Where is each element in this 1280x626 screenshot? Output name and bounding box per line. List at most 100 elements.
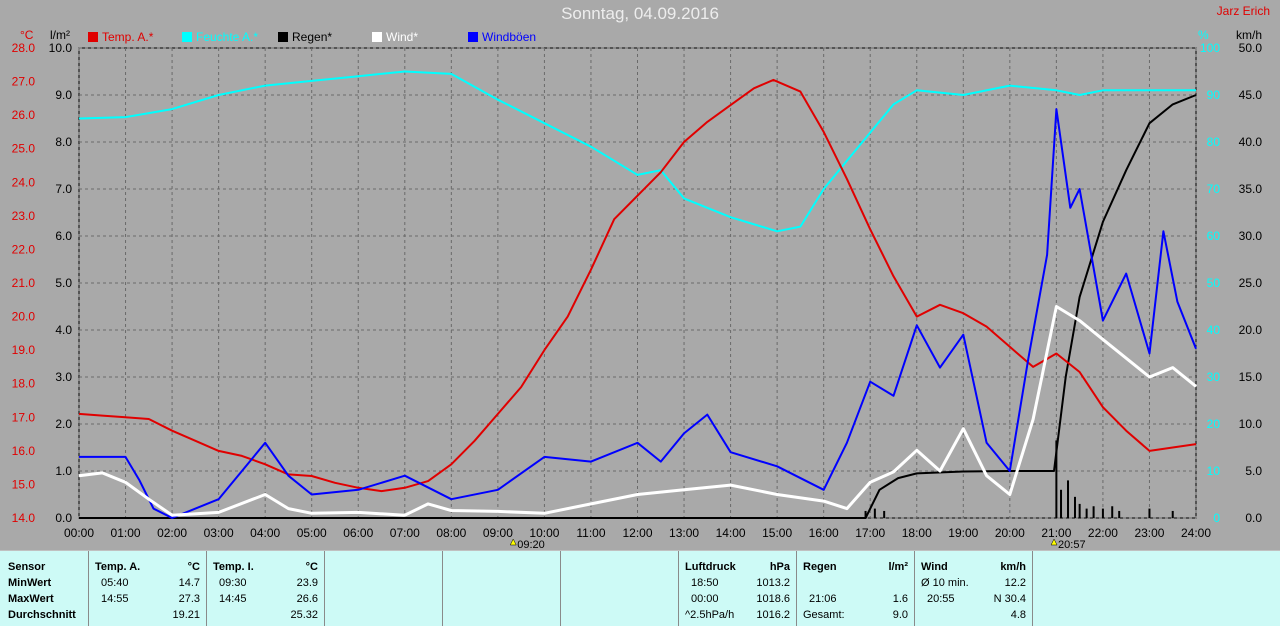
- stats-header: Temp. I.: [213, 561, 254, 573]
- time-tick-label: 05:00: [297, 526, 327, 540]
- stats-time: 18:50: [691, 577, 719, 589]
- legend-swatch: [278, 32, 288, 42]
- time-tick-label: 02:00: [157, 526, 187, 540]
- stats-unit: km/h: [1000, 561, 1026, 573]
- time-tick-label: 04:00: [250, 526, 280, 540]
- wind-tick-label: 0.0: [1245, 511, 1262, 525]
- legend-label: Regen*: [292, 30, 333, 44]
- series-line: [79, 108, 1197, 519]
- time-tick-label: 19:00: [948, 526, 978, 540]
- stats-header: Wind: [921, 561, 948, 573]
- stats-value: 4.8: [1010, 609, 1026, 621]
- legend-label: Wind*: [386, 30, 419, 44]
- stats-unit: hPa: [769, 561, 790, 573]
- rain-tick-label: 4.0: [55, 323, 72, 337]
- wind-unit-label: km/h: [1236, 28, 1263, 42]
- legend-item-gusts[interactable]: Windböen: [468, 30, 536, 44]
- time-tick-label: 16:00: [809, 526, 839, 540]
- temp-tick-label: 17.0: [12, 410, 36, 424]
- humidity-tick-label: 90: [1207, 88, 1221, 102]
- wind-tick-label: 30.0: [1239, 229, 1263, 243]
- time-tick-label: 00:00: [64, 526, 94, 540]
- wind-tick-label: 10.0: [1239, 417, 1263, 431]
- stats-col-temp-i: Temp. I. °C 09:30 23.9 14:45 26.6 25.32: [206, 551, 324, 626]
- legend-item-wind[interactable]: Wind*: [372, 30, 418, 44]
- marker-icon: [509, 538, 517, 546]
- stats-unit: °C: [187, 561, 200, 573]
- wind-tick-label: 45.0: [1239, 88, 1263, 102]
- rain-unit-label: l/m²: [50, 28, 70, 42]
- stats-value: 19.21: [172, 609, 200, 621]
- humidity-tick-label: 20: [1207, 417, 1221, 431]
- humidity-tick-label: 80: [1207, 135, 1221, 149]
- stats-value: 1013.2: [756, 577, 790, 589]
- time-tick-label: 11:00: [576, 526, 605, 540]
- stats-row-label: Durchschnitt: [8, 609, 76, 621]
- rain-tick-label: 3.0: [55, 370, 72, 384]
- stats-header: Sensor: [8, 561, 46, 573]
- rain-tick-label: 6.0: [55, 229, 72, 243]
- legend-swatch: [182, 32, 192, 42]
- stats-time: 09:30: [219, 577, 247, 589]
- time-tick-label: 12:00: [622, 526, 652, 540]
- temp-tick-label: 25.0: [12, 142, 36, 156]
- legend-item-humidity[interactable]: Feuchte A.*: [182, 30, 258, 44]
- time-tick-label: 09:00: [483, 526, 513, 540]
- rain-bar: [1078, 503, 1081, 518]
- wind-tick-label: 20.0: [1239, 323, 1263, 337]
- wind-tick-label: 35.0: [1239, 182, 1263, 196]
- stats-header: Temp. A.: [95, 561, 141, 573]
- stats-value: 12.2: [1004, 577, 1026, 589]
- rain-tick-label: 5.0: [55, 276, 72, 290]
- stats-col-temp-a: Temp. A. °C 05:40 14.7 14:55 27.3 19.21: [88, 551, 206, 626]
- rain-tick-label: 10.0: [49, 41, 73, 55]
- rain-bar: [1055, 440, 1058, 518]
- rain-bar: [873, 508, 876, 518]
- stats-col-empty: [324, 551, 442, 626]
- temp-tick-label: 14.0: [12, 511, 36, 525]
- temp-tick-label: 18.0: [12, 377, 36, 391]
- rain-bar: [1171, 510, 1174, 518]
- temp-tick-label: 20.0: [12, 310, 36, 324]
- time-tick-label: 15:00: [762, 526, 792, 540]
- humidity-tick-label: 50: [1207, 276, 1221, 290]
- chart-title: Sonntag, 04.09.2016: [561, 4, 719, 23]
- stats-value: 9.0: [892, 609, 908, 621]
- rain-bar: [1060, 489, 1063, 518]
- time-tick-label: 21:00: [1041, 526, 1071, 540]
- time-tick-label: 01:00: [111, 526, 141, 540]
- legend-label: Windböen: [482, 30, 537, 44]
- rain-bar: [1101, 508, 1104, 518]
- stats-unit: °C: [305, 561, 318, 573]
- humidity-tick-label: 40: [1207, 323, 1221, 337]
- stats-value: 23.9: [296, 577, 318, 589]
- stats-time: 14:55: [101, 593, 129, 605]
- temp-tick-label: 26.0: [12, 108, 36, 122]
- rain-bar: [1148, 508, 1151, 518]
- stats-time: 05:40: [101, 577, 129, 589]
- humidity-tick-label: 100: [1200, 41, 1220, 55]
- stats-time: 14:45: [219, 593, 247, 605]
- stats-value: 26.6: [296, 593, 318, 605]
- stats-value: 1016.2: [756, 609, 790, 621]
- stats-row-label: MaxWert: [8, 593, 54, 605]
- rain-bar: [1085, 508, 1088, 518]
- time-tick-label: 17:00: [855, 526, 885, 540]
- humidity-tick-label: 10: [1207, 464, 1221, 478]
- legend-item-temp[interactable]: Temp. A.*: [88, 30, 153, 44]
- legend-swatch: [88, 32, 98, 42]
- marker-icon: [1050, 538, 1058, 546]
- time-tick-label: 07:00: [390, 526, 420, 540]
- stats-col-sensor: Sensor MinWert MaxWert Durchschnitt: [0, 551, 88, 626]
- marker-label: 20:57: [1058, 539, 1086, 550]
- time-tick-label: 24:00: [1181, 526, 1211, 540]
- stats-value: 1.6: [892, 593, 908, 605]
- rain-bar: [1118, 510, 1121, 518]
- legend-item-rain[interactable]: Regen*: [278, 30, 332, 44]
- chart-canvas: 14.0 15.0 16.0 17.0 18.0 19.0 20.0 21.0 22.0 23.0…: [12, 41, 1263, 550]
- time-tick-label: 08:00: [436, 526, 466, 540]
- stats-header: Luftdruck: [685, 561, 736, 573]
- stats-col-wind: Wind km/h Ø 10 min. 12.2 20:55 N 30.4 4.…: [914, 551, 1032, 626]
- humidity-unit-label: %: [1198, 28, 1209, 42]
- time-tick-label: 06:00: [343, 526, 373, 540]
